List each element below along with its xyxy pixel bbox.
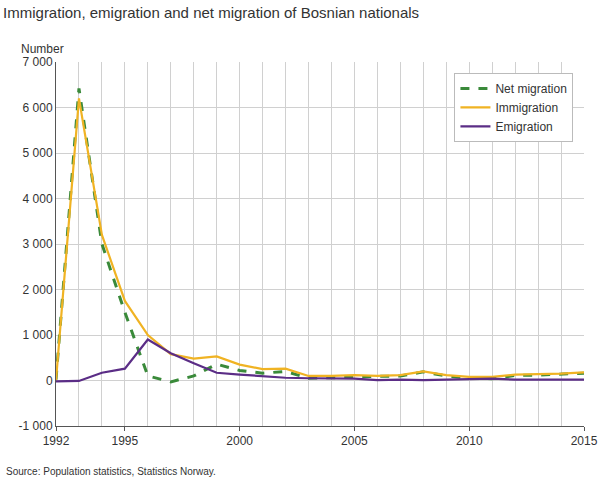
svg-text:2005: 2005: [341, 434, 368, 448]
svg-text:-1 000: -1 000: [19, 419, 53, 433]
svg-text:2 000: 2 000: [23, 283, 53, 297]
svg-text:Immigration, emigration and ne: Immigration, emigration and net migratio…: [3, 4, 419, 21]
svg-text:6 000: 6 000: [23, 101, 53, 115]
svg-text:Immigration: Immigration: [495, 101, 558, 115]
svg-text:Number: Number: [21, 42, 64, 56]
svg-text:Net migration: Net migration: [495, 82, 566, 96]
svg-text:3 000: 3 000: [23, 237, 53, 251]
svg-text:1 000: 1 000: [23, 328, 53, 342]
svg-text:2015: 2015: [571, 434, 598, 448]
svg-text:4 000: 4 000: [23, 192, 53, 206]
svg-text:0: 0: [46, 374, 53, 388]
svg-text:1995: 1995: [112, 434, 139, 448]
svg-text:Source: Population statistics,: Source: Population statistics, Statistic…: [6, 466, 216, 477]
svg-text:Emigration: Emigration: [495, 120, 552, 134]
svg-text:2000: 2000: [226, 434, 253, 448]
svg-text:7 000: 7 000: [23, 55, 53, 69]
svg-text:2010: 2010: [456, 434, 483, 448]
svg-text:5 000: 5 000: [23, 146, 53, 160]
svg-text:1992: 1992: [43, 434, 70, 448]
